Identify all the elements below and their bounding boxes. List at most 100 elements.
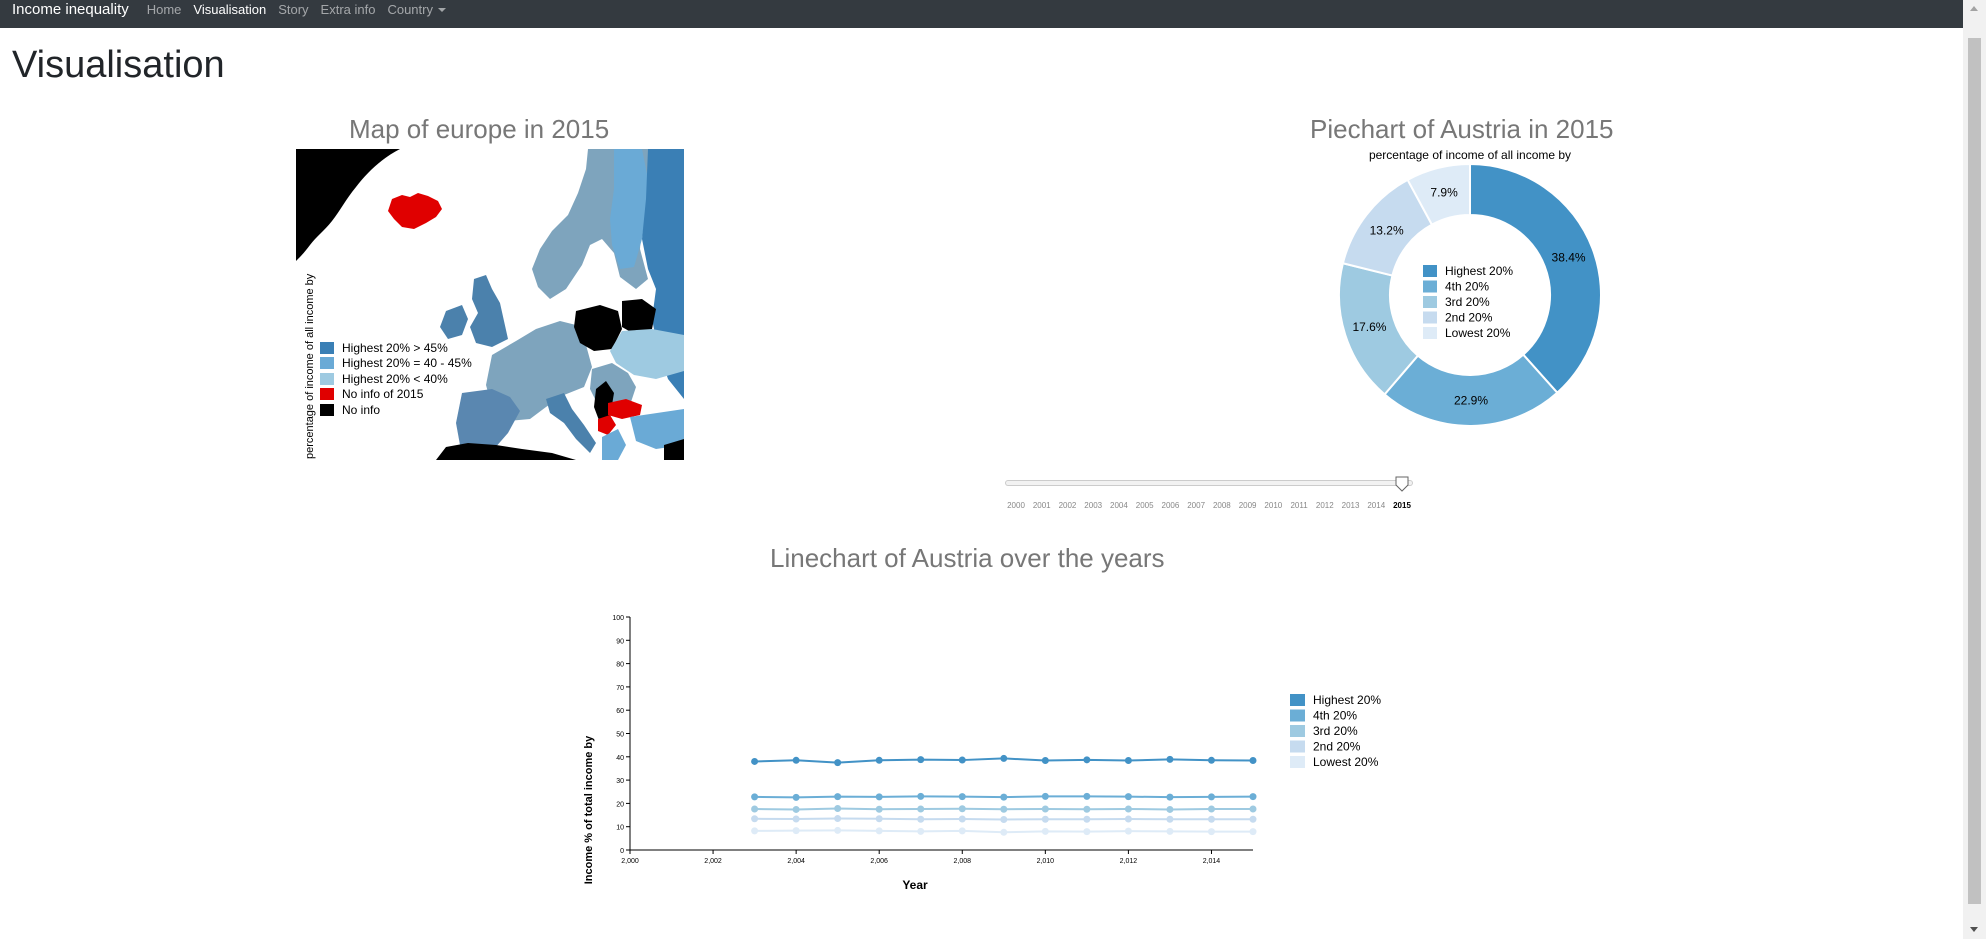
- slider-year-label: 2008: [1213, 501, 1231, 510]
- nav-home[interactable]: Home: [146, 1, 182, 17]
- line-legend-swatch: [1290, 725, 1305, 737]
- series-point: [875, 756, 883, 764]
- line-legend-label: 3rd 20%: [1313, 724, 1358, 738]
- series-point: [1041, 805, 1049, 813]
- line-legend-swatch: [1290, 756, 1305, 768]
- map-greenland[interactable]: [296, 149, 400, 261]
- series-point: [834, 805, 842, 813]
- map-iceland[interactable]: [388, 193, 442, 229]
- pie-slice: [1406, 162, 1471, 227]
- scroll-thumb[interactable]: [1968, 38, 1981, 904]
- slider-ticks: 2000 2001 2002 2003 2004 2005 2006 2007 2008 2009…: [1007, 501, 1411, 510]
- map-macedonia[interactable]: [598, 415, 616, 435]
- pie-labels: 38.4% 22.9% 17.6% 13.2% 7.9%: [1352, 186, 1585, 408]
- pie-slice-label: 7.9%: [1430, 186, 1458, 200]
- line-legend: Highest 20% 4th 20%3rd 20% 2nd 20%Lowest 2…: [1290, 693, 1381, 769]
- map-middle-east[interactable]: [664, 439, 684, 460]
- pie-legend-swatch: [1423, 265, 1437, 277]
- series-point: [1083, 756, 1091, 764]
- slider-year-label: 2002: [1059, 501, 1077, 510]
- series-point: [792, 827, 800, 835]
- scroll-up-arrow-icon[interactable]: [1970, 6, 1978, 11]
- line-axes: 0 10 20 30 40 50 60 70 80 90 100 2,000 2,002 2,004 2,0…: [612, 615, 1253, 865]
- slider-year-label: 2012: [1316, 501, 1334, 510]
- line-legend-label: 2nd 20%: [1313, 740, 1361, 754]
- europe-map[interactable]: percentage of income of all income by Hi…: [296, 149, 684, 460]
- pie-subtitle: percentage of income of all income by: [1369, 148, 1571, 162]
- caret-down-icon: [437, 8, 446, 13]
- series-point: [958, 827, 966, 835]
- y-tick-label: 70: [616, 685, 624, 692]
- slider-year-label: 2015: [1393, 501, 1411, 510]
- slider-year-label: 2001: [1033, 501, 1051, 510]
- line-legend-swatch: [1290, 694, 1305, 706]
- nav-country-dropdown[interactable]: Country: [387, 2, 446, 17]
- map-legend-label: Highest 20% = 40 - 45%: [342, 356, 472, 370]
- slider-year-label: 2003: [1084, 501, 1102, 510]
- map-belarus[interactable]: [622, 299, 656, 335]
- series-point: [1249, 805, 1257, 813]
- series-point: [1207, 815, 1215, 823]
- map-central-europe[interactable]: [486, 321, 592, 421]
- y-tick-label: 50: [616, 732, 624, 739]
- navbar-brand[interactable]: Income inequality: [12, 0, 129, 18]
- nav-visualisation[interactable]: Visualisation: [193, 1, 267, 17]
- map-iberia[interactable]: [456, 389, 520, 455]
- series-point: [751, 805, 759, 813]
- pie-legend-label: 3rd 20%: [1445, 295, 1490, 309]
- series-point: [958, 805, 966, 813]
- map-italy[interactable]: [546, 393, 596, 453]
- nav-country-label: Country: [387, 1, 433, 17]
- series-point: [834, 793, 842, 801]
- series-point: [958, 756, 966, 764]
- nav-extra-info[interactable]: Extra info: [320, 1, 376, 17]
- map-ukraine[interactable]: [610, 329, 684, 379]
- series-point: [792, 815, 800, 823]
- year-slider[interactable]: 2000 2001 2002 2003 2004 2005 2006 2007 2008 2009…: [1000, 474, 1420, 514]
- y-tick-label: 80: [616, 662, 624, 669]
- line-chart[interactable]: 0 10 20 30 40 50 60 70 80 90 100 2,000 2,002 2,004 2,0…: [570, 605, 1410, 905]
- x-tick-label: 2,014: [1203, 858, 1221, 865]
- pie-slice: [1469, 162, 1602, 395]
- map-great-britain[interactable]: [470, 275, 508, 347]
- map-greece[interactable]: [602, 429, 626, 460]
- map-turkey[interactable]: [630, 409, 684, 449]
- series-point: [1000, 793, 1008, 801]
- line-legend-label: Lowest 20%: [1313, 755, 1379, 769]
- pie-chart[interactable]: percentage of income of all income by 38…: [1290, 145, 1650, 445]
- slider-year-label: 2004: [1110, 501, 1128, 510]
- y-tick-label: 10: [616, 825, 624, 832]
- pie-legend-label: 2nd 20%: [1445, 311, 1493, 325]
- series-point: [1124, 793, 1132, 801]
- slider-year-label: 2009: [1239, 501, 1257, 510]
- series-point: [834, 815, 842, 823]
- slider-year-label: 2014: [1367, 501, 1385, 510]
- series-point: [875, 805, 883, 813]
- map-legend-label: Highest 20% > 45%: [342, 341, 448, 355]
- slider-handle[interactable]: [1395, 476, 1409, 492]
- map-axis-label: percentage of income of all income by: [304, 273, 316, 459]
- line-series: [751, 754, 1257, 836]
- map-poland[interactable]: [574, 305, 622, 351]
- map-bulgaria[interactable]: [608, 399, 642, 419]
- map-legend-swatch: [320, 342, 334, 354]
- series-point: [751, 827, 759, 835]
- slider-year-label: 2013: [1342, 501, 1360, 510]
- y-tick-label: 30: [616, 778, 624, 785]
- slider-year-label: 2000: [1007, 501, 1025, 510]
- pie-slices: [1338, 162, 1602, 427]
- map-legend-label: No info: [342, 403, 380, 417]
- map-legend-swatch: [320, 404, 334, 416]
- scroll-down-arrow-icon[interactable]: [1970, 927, 1978, 932]
- series-point: [1166, 755, 1174, 763]
- scrollbar[interactable]: [1963, 0, 1986, 939]
- map-north-africa[interactable]: [436, 443, 576, 460]
- map-finland[interactable]: [610, 149, 648, 269]
- map-ireland[interactable]: [440, 305, 468, 339]
- series-point: [1124, 815, 1132, 823]
- series-point: [1083, 792, 1091, 800]
- nav-story[interactable]: Story: [278, 1, 309, 17]
- series-point: [917, 792, 925, 800]
- series-point: [751, 815, 759, 823]
- series-point: [1249, 828, 1257, 836]
